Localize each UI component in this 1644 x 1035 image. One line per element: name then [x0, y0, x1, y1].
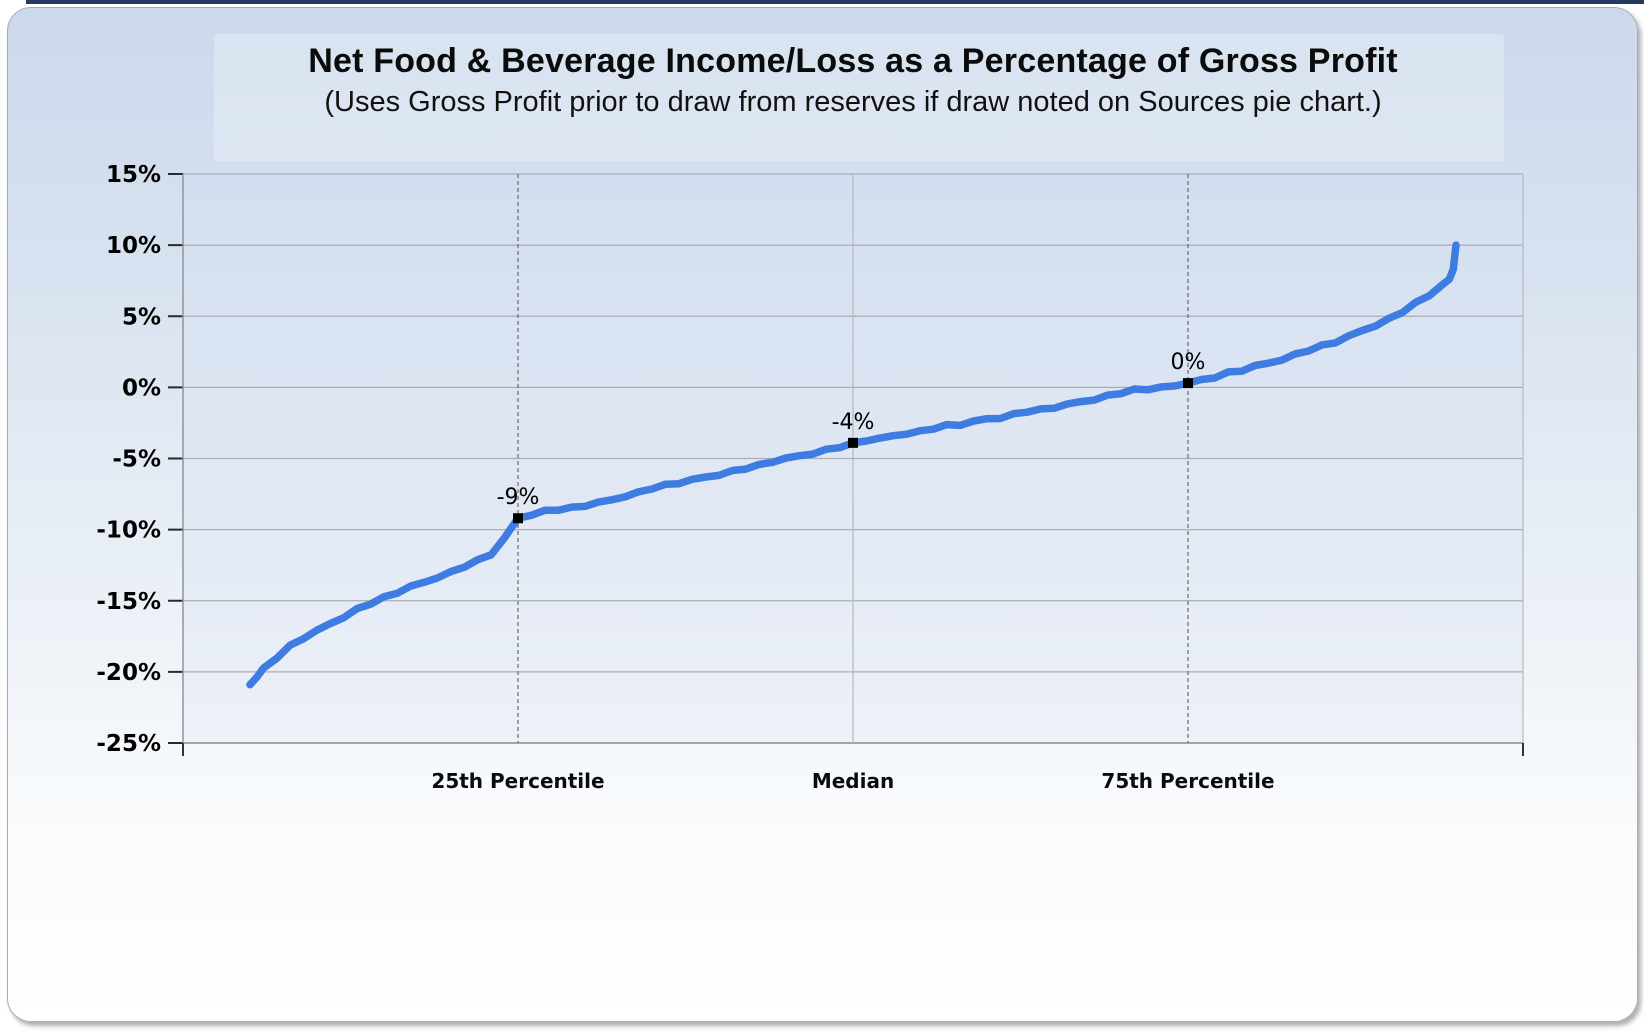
y-tick-label: -10% — [96, 518, 161, 544]
y-tick-label: -15% — [96, 589, 161, 615]
data-marker — [848, 437, 858, 448]
data-curve — [246, 241, 1460, 689]
chart-title: Net Food & Beverage Income/Loss as a Per… — [308, 42, 1398, 80]
window-top-bar — [26, 0, 1644, 4]
marker-label: 0% — [1171, 350, 1206, 375]
marker-label: -9% — [497, 485, 540, 510]
x-axis-label: 75th Percentile — [1101, 769, 1274, 793]
chart-area-highlight — [214, 34, 1504, 162]
x-axis-label: Median — [812, 769, 894, 793]
data-marker — [1183, 378, 1193, 389]
y-tick-label: 0% — [122, 375, 161, 401]
data-marker — [513, 513, 523, 524]
y-tick-label: -25% — [96, 731, 161, 757]
y-tick-label: 15% — [106, 162, 161, 188]
y-tick-label: 5% — [122, 304, 161, 330]
y-tick-label: -20% — [96, 660, 161, 686]
x-axis-label: 25th Percentile — [431, 769, 604, 793]
chart-subtitle: (Uses Gross Profit prior to draw from re… — [324, 86, 1382, 118]
y-tick-label: 10% — [106, 233, 161, 259]
marker-label: -4% — [832, 410, 875, 435]
y-tick-label: -5% — [112, 447, 161, 473]
